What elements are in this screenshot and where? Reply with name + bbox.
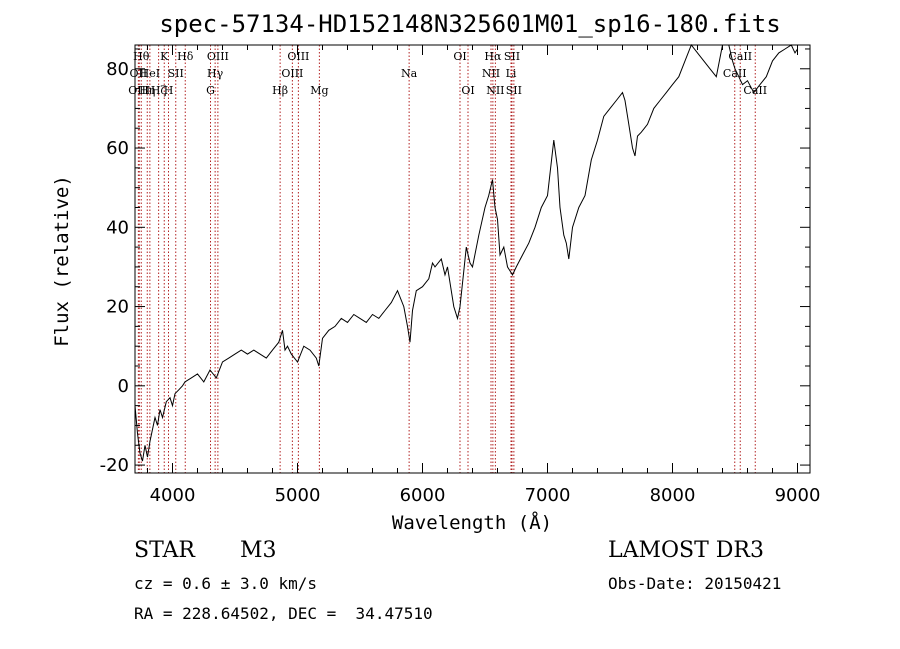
- spectral-line-markers: [137, 45, 756, 473]
- y-tick-label-60: 60: [106, 138, 129, 159]
- x-tick-label-8000: 8000: [650, 485, 696, 506]
- spectrum-line: [134, 44, 798, 462]
- coordinates: RA = 228.64502, DEC = 34.47510: [134, 604, 433, 623]
- line-label-12: OIII: [207, 50, 229, 63]
- line-label-22: NII: [486, 84, 504, 97]
- survey-name: LAMOST DR3: [608, 538, 764, 563]
- line-label-5: Hζ: [151, 84, 167, 97]
- spectrum-chart: spec-57134-HD152148N325601M01_sp16-180.f…: [51, 10, 821, 534]
- redshift-velocity: cz = 0.6 ± 3.0 km/s: [134, 574, 318, 593]
- spectral-line-labels: HθOIIOIIIHηHeIHζKHSIIHδGHγOIIIHβOIIIOIII…: [128, 50, 767, 97]
- line-label-6: K: [160, 50, 169, 63]
- line-label-3: Hη: [139, 84, 155, 97]
- line-label-2: OIII: [128, 84, 150, 97]
- line-label-9: Hδ: [177, 50, 194, 63]
- line-label-19: OI: [461, 84, 474, 97]
- line-label-20: NII: [482, 67, 500, 80]
- x-axis-ticks: 4000 5000 6000 7000 8000 9000: [147, 45, 821, 506]
- line-label-26: CaII: [723, 67, 747, 80]
- line-label-17: Na: [401, 67, 418, 80]
- line-label-18: OI: [453, 50, 466, 63]
- line-label-7: H: [164, 84, 174, 97]
- line-label-1: OII: [130, 67, 148, 80]
- line-label-23: Li: [506, 67, 517, 80]
- x-tick-label-9000: 9000: [775, 485, 821, 506]
- line-label-24: SII: [504, 50, 520, 63]
- chart-title: spec-57134-HD152148N325601M01_sp16-180.f…: [159, 10, 780, 38]
- x-tick-label-6000: 6000: [400, 485, 446, 506]
- y-tick-label-40: 40: [106, 217, 129, 238]
- x-axis-label: Wavelength (Å): [392, 511, 552, 534]
- y-tick-label-80: 80: [106, 59, 129, 80]
- line-label-8: SII: [168, 67, 184, 80]
- y-tick-label--20: -20: [100, 455, 129, 476]
- line-label-25: SII: [506, 84, 522, 97]
- x-tick-label-7000: 7000: [525, 485, 571, 506]
- line-label-0: Hθ: [133, 50, 150, 63]
- line-label-16: Mg: [310, 84, 328, 97]
- line-label-4: HeI: [140, 67, 160, 80]
- y-tick-label-20: 20: [106, 297, 129, 318]
- line-label-15: OIII: [287, 50, 309, 63]
- y-axis-label: Flux (relative): [51, 175, 73, 347]
- line-label-13: Hβ: [272, 84, 288, 97]
- object-class: STAR: [134, 538, 195, 563]
- line-label-21: Hα: [484, 50, 502, 63]
- line-label-10: G: [206, 84, 215, 97]
- plot-frame: [134, 44, 811, 474]
- x-tick-label-4000: 4000: [150, 485, 196, 506]
- line-label-11: Hγ: [207, 67, 224, 80]
- observation-date: Obs-Date: 20150421: [608, 574, 782, 593]
- y-axis-ticks: -20 0 20 40 60 80: [100, 48, 810, 476]
- line-label-14: OIII: [281, 67, 303, 80]
- object-subclass: M3: [240, 538, 277, 563]
- line-label-27: CaII: [728, 50, 752, 63]
- y-tick-label-0: 0: [118, 376, 129, 397]
- x-tick-label-5000: 5000: [275, 485, 321, 506]
